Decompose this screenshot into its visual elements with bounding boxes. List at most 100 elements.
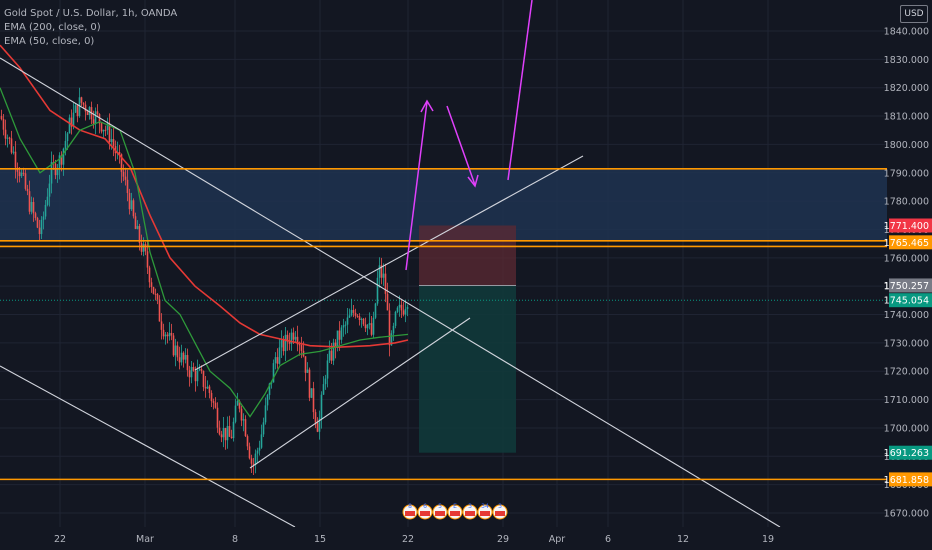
price-tick-label: 1790.000 xyxy=(884,168,929,179)
candle-body xyxy=(142,244,145,252)
channel-upper-line[interactable] xyxy=(194,155,584,371)
descending-trendline-upper[interactable] xyxy=(0,57,781,528)
candle-body xyxy=(46,196,49,205)
candle-body xyxy=(126,179,129,194)
projection-arrows[interactable] xyxy=(405,0,533,271)
candle-body xyxy=(128,193,131,210)
candle-body xyxy=(376,277,379,304)
candle-body xyxy=(248,446,251,459)
candle-body xyxy=(154,293,157,295)
candle-body xyxy=(252,463,255,465)
channel-lower-line[interactable] xyxy=(249,317,471,469)
event-badge[interactable]: 8 xyxy=(402,503,418,520)
take-profit-zone[interactable] xyxy=(419,285,516,453)
event-badge[interactable]: 5 xyxy=(432,503,448,520)
ema200-legend[interactable]: EMA (200, close, 0) xyxy=(4,22,101,33)
candle-body xyxy=(300,345,303,351)
candle-body xyxy=(146,251,149,268)
short-position-tool[interactable] xyxy=(0,225,887,453)
price-tick-label: 1830.000 xyxy=(884,55,929,66)
candle-body xyxy=(350,309,353,316)
candle-body xyxy=(206,386,209,389)
candle-body xyxy=(166,334,169,337)
candle-body xyxy=(122,171,125,177)
candle-body xyxy=(268,383,271,396)
candle-body xyxy=(84,104,87,112)
candle-body xyxy=(152,287,155,294)
time-axis[interactable] xyxy=(0,527,887,550)
symbol-title[interactable]: Gold Spot / U.S. Dollar, 1h, OANDA xyxy=(4,8,178,19)
candle-body xyxy=(280,339,283,348)
candle-body xyxy=(30,201,33,212)
candle-body xyxy=(402,310,405,315)
horizontal-levels[interactable] xyxy=(0,167,887,481)
candle-body xyxy=(192,366,195,371)
candle-body xyxy=(342,325,345,328)
stop-loss-zone[interactable] xyxy=(419,225,516,286)
candle-body xyxy=(216,407,219,428)
candle-body xyxy=(356,315,359,317)
price-tag: 1750.257 xyxy=(884,278,932,293)
time-tick-label: 8 xyxy=(232,534,238,545)
price-tick-label: 1740.000 xyxy=(884,310,929,321)
price-tag-label: 1771.400 xyxy=(884,221,929,232)
event-badge[interactable]: 3 xyxy=(462,503,478,520)
event-badge[interactable]: 34 xyxy=(477,503,493,520)
price-tag-label: 1681.858 xyxy=(884,475,929,486)
candle-body xyxy=(284,334,287,352)
candle-body xyxy=(370,323,373,335)
candle-body xyxy=(0,116,3,120)
candle-body xyxy=(354,312,357,316)
candle-body xyxy=(400,304,403,311)
candle-body xyxy=(392,325,395,334)
event-badge[interactable]: E xyxy=(447,503,463,520)
candle-body xyxy=(378,265,381,278)
candle-body xyxy=(396,307,399,312)
candle-body xyxy=(306,369,309,373)
trend-lines[interactable] xyxy=(0,57,781,528)
candle-body xyxy=(228,426,231,437)
arrow-head-up[interactable] xyxy=(420,99,434,113)
badge-label: 5 xyxy=(438,503,442,510)
badge-label: 8 xyxy=(408,503,412,510)
candle-body xyxy=(404,309,407,315)
candle-body xyxy=(98,114,101,124)
candle-body xyxy=(244,419,247,437)
candle-body xyxy=(100,123,103,132)
ema50-line xyxy=(0,87,409,418)
candle-body xyxy=(36,217,39,228)
badge-label: E xyxy=(453,503,457,510)
candle-body xyxy=(64,141,67,149)
candle-body xyxy=(224,427,227,441)
price-tag-bg xyxy=(889,445,932,460)
candle-body xyxy=(210,392,213,402)
candle-body xyxy=(78,97,81,117)
candle-body xyxy=(88,107,91,116)
arrow-down[interactable] xyxy=(446,105,476,186)
candle-body xyxy=(292,332,295,340)
descending-trendline-lower[interactable] xyxy=(0,365,296,528)
chart-legend: Gold Spot / U.S. Dollar, 1h, OANDA EMA (… xyxy=(4,7,177,49)
candle-body xyxy=(352,309,355,313)
candle-body xyxy=(360,318,363,320)
arrow-up-2[interactable] xyxy=(507,0,533,181)
currency-label[interactable]: USD xyxy=(900,5,928,23)
arrow-up-1[interactable] xyxy=(405,101,428,271)
flag-icon xyxy=(495,511,505,516)
event-badge[interactable]: 6 xyxy=(417,503,433,520)
ema50-legend[interactable]: EMA (50, close, 0) xyxy=(4,36,95,47)
candle-body xyxy=(340,327,343,340)
candle-body xyxy=(278,347,281,364)
candle-body xyxy=(118,152,121,155)
arrow-head-down[interactable] xyxy=(467,174,479,188)
event-badges[interactable]: 8 6 5 E 3 34 3 xyxy=(402,503,508,520)
price-tick-label: 1670.000 xyxy=(884,509,929,520)
candle-body xyxy=(290,332,293,344)
price-tag-label: 1750.257 xyxy=(884,281,929,292)
event-badge[interactable]: 3 xyxy=(492,503,508,520)
candle-body xyxy=(10,138,13,153)
price-tag: 1771.400 xyxy=(884,218,932,233)
candle-body xyxy=(406,306,409,310)
candle-body xyxy=(12,151,15,153)
